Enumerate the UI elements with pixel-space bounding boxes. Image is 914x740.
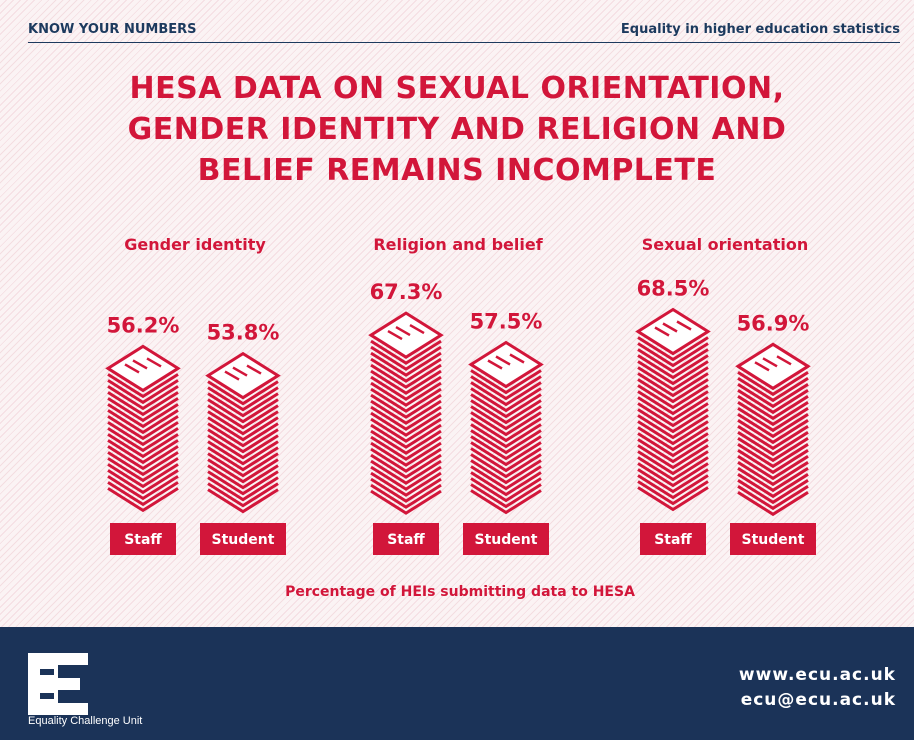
value-label: 56.9% <box>737 311 810 335</box>
category-title: Sexual orientation <box>642 235 809 254</box>
value-label: 53.8% <box>207 321 280 345</box>
value-label: 68.5% <box>637 277 710 301</box>
series-label: Student <box>212 532 275 548</box>
value-label: 67.3% <box>370 280 443 304</box>
paper-stack <box>638 332 708 510</box>
chart: Gender identity Religion and belief Sexual… <box>0 0 914 627</box>
top-paper <box>371 313 441 357</box>
top-paper <box>638 310 708 354</box>
series-label: Staff <box>387 532 425 548</box>
logo <box>28 645 108 725</box>
value-label: 57.5% <box>470 310 543 334</box>
footer: Equality Challenge Unit www.ecu.ac.uk ec… <box>0 627 914 740</box>
email[interactable]: ecu@ecu.ac.uk <box>741 690 896 710</box>
category-title: Gender identity <box>124 235 266 254</box>
top-paper <box>738 344 808 388</box>
category-title: Religion and belief <box>373 235 543 254</box>
series-label: Staff <box>654 532 692 548</box>
series-label: Staff <box>124 532 162 548</box>
series-label: Student <box>475 532 538 548</box>
value-label: 56.2% <box>107 313 180 337</box>
series-label: Student <box>742 532 805 548</box>
organization: Equality Challenge Unit <box>28 715 142 727</box>
top-paper <box>471 343 541 387</box>
infographic: KNOW YOUR NUMBERS Equality in higher edu… <box>0 0 914 740</box>
top-paper <box>208 354 278 398</box>
top-paper <box>108 346 178 390</box>
paper-stack <box>371 335 441 513</box>
x-axis-label: Percentage of HEIs submitting data to HE… <box>285 584 635 600</box>
website[interactable]: www.ecu.ac.uk <box>739 665 896 685</box>
